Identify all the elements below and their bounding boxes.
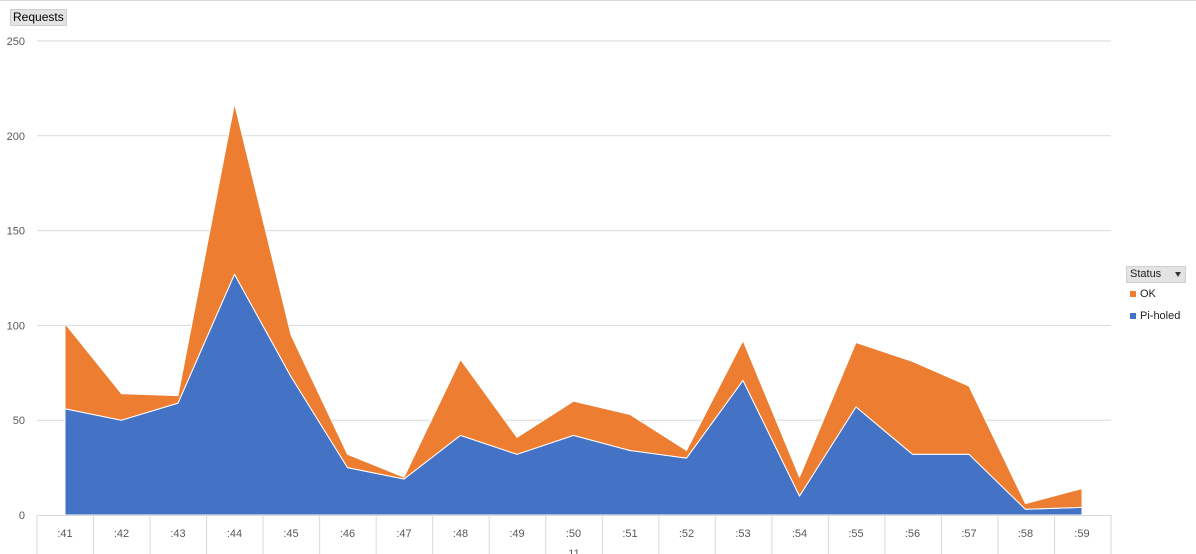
top-border bbox=[0, 0, 1196, 1]
x-group-label: 11 bbox=[568, 548, 579, 554]
values-field-button[interactable]: Requests bbox=[10, 9, 67, 26]
x-tick-label: :47 bbox=[396, 528, 411, 540]
x-tick-label: :45 bbox=[283, 528, 298, 540]
dropdown-arrow-icon[interactable] bbox=[1175, 272, 1181, 277]
legend-label-ok: OK bbox=[1140, 288, 1156, 300]
y-tick-label: 200 bbox=[7, 131, 25, 143]
x-axis bbox=[36, 515, 1112, 554]
y-tick-labels: 0 50 100 150 200 250 bbox=[7, 36, 25, 522]
x-tick-label: :48 bbox=[453, 528, 468, 540]
series-areas bbox=[64, 103, 1083, 516]
legend-label-piholed: Pi-holed bbox=[1140, 310, 1181, 322]
x-tick-label: :43 bbox=[170, 528, 185, 540]
x-tick-label: :46 bbox=[340, 528, 355, 540]
y-tick-label: 0 bbox=[19, 510, 25, 522]
x-tick-label: :51 bbox=[622, 528, 637, 540]
x-tick-label: :55 bbox=[848, 528, 863, 540]
x-tick-label: :44 bbox=[227, 528, 242, 540]
x-tick-label: :58 bbox=[1018, 528, 1033, 540]
y-tick-label: 50 bbox=[13, 415, 25, 427]
area-ok bbox=[64, 103, 1083, 510]
legend: Status OK Pi-holed bbox=[1126, 266, 1186, 327]
x-tick-label: :57 bbox=[961, 528, 976, 540]
x-tick-labels: :41 :42 :43 :44 :45 :46 :47 :48 :49 :50 :51 :52 :53:… bbox=[57, 528, 1089, 540]
legend-swatch-ok bbox=[1130, 291, 1136, 297]
x-tick-label: :54 bbox=[792, 528, 807, 540]
y-tick-label: 250 bbox=[7, 36, 25, 48]
x-tick-label: :59 bbox=[1074, 528, 1089, 540]
legend-item-piholed: Pi-holed bbox=[1126, 305, 1186, 327]
legend-swatch-piholed bbox=[1130, 313, 1136, 319]
legend-title-label: Status bbox=[1130, 268, 1162, 280]
x-tick-label: :53 bbox=[735, 528, 750, 540]
x-tick-label: :49 bbox=[509, 528, 524, 540]
legend-item-ok: OK bbox=[1126, 283, 1186, 305]
legend-filter-button[interactable]: Status bbox=[1126, 266, 1186, 283]
x-tick-label: :56 bbox=[905, 528, 920, 540]
x-tick-label: :50 bbox=[566, 528, 581, 540]
y-tick-label: 150 bbox=[7, 226, 25, 238]
x-tick-label: :41 bbox=[57, 528, 72, 540]
y-tick-label: 100 bbox=[7, 320, 25, 332]
x-tick-label: :42 bbox=[114, 528, 129, 540]
x-tick-label: :52 bbox=[679, 528, 694, 540]
